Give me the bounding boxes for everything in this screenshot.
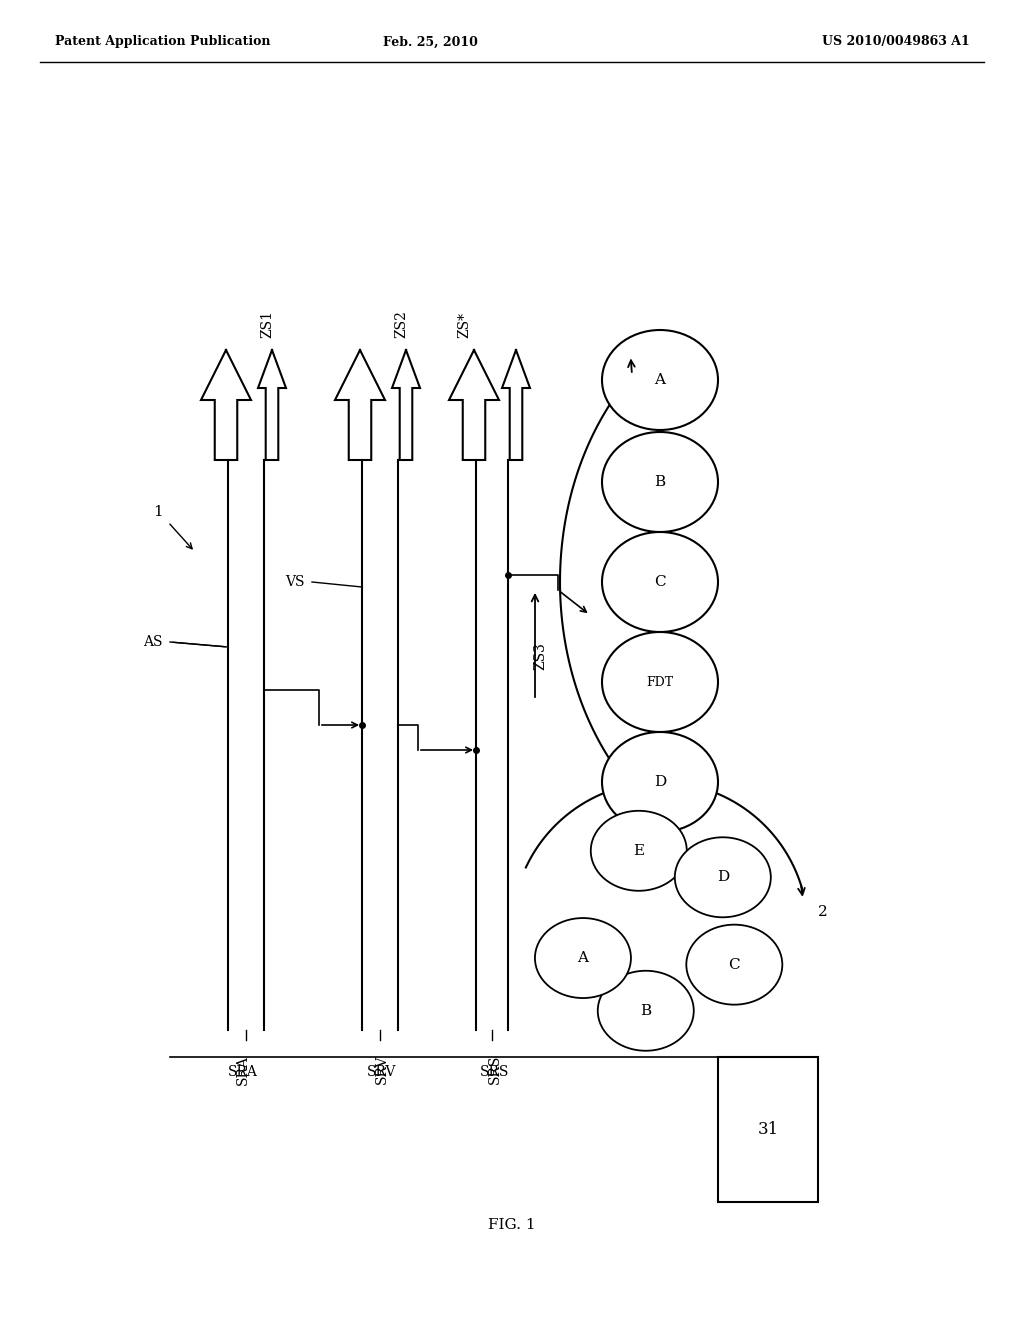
- Text: FDT: FDT: [646, 676, 674, 689]
- Text: VS: VS: [286, 576, 305, 589]
- Text: D: D: [654, 775, 667, 789]
- Text: ZS3: ZS3: [534, 642, 547, 671]
- Text: C: C: [654, 576, 666, 589]
- Ellipse shape: [602, 330, 718, 430]
- Text: C: C: [728, 957, 740, 972]
- Text: ZS*: ZS*: [457, 312, 471, 338]
- Text: SRA: SRA: [236, 1055, 250, 1085]
- Text: B: B: [640, 1003, 651, 1018]
- Text: ZS1: ZS1: [260, 310, 274, 338]
- Ellipse shape: [602, 432, 718, 532]
- Ellipse shape: [591, 810, 687, 891]
- Text: 31: 31: [758, 1121, 778, 1138]
- Text: US 2010/0049863 A1: US 2010/0049863 A1: [822, 36, 970, 49]
- Ellipse shape: [602, 733, 718, 832]
- Ellipse shape: [602, 532, 718, 632]
- Text: 1: 1: [154, 506, 163, 519]
- Text: A: A: [578, 950, 589, 965]
- Text: AS: AS: [143, 635, 163, 649]
- Text: ZS2: ZS2: [394, 310, 408, 338]
- Text: FIG. 1: FIG. 1: [488, 1218, 536, 1232]
- Ellipse shape: [686, 924, 782, 1005]
- Ellipse shape: [602, 632, 718, 733]
- Text: SRV: SRV: [375, 1055, 389, 1084]
- Text: SRV: SRV: [368, 1065, 396, 1078]
- Ellipse shape: [535, 917, 631, 998]
- Ellipse shape: [598, 970, 694, 1051]
- Text: Patent Application Publication: Patent Application Publication: [55, 36, 270, 49]
- Text: B: B: [654, 475, 666, 488]
- Text: SRS: SRS: [480, 1065, 510, 1078]
- Text: SRS: SRS: [488, 1055, 502, 1084]
- Text: Feb. 25, 2010: Feb. 25, 2010: [383, 36, 477, 49]
- Text: SRA: SRA: [228, 1065, 258, 1078]
- Text: A: A: [654, 374, 666, 387]
- FancyBboxPatch shape: [718, 1057, 818, 1203]
- Text: 2: 2: [818, 904, 827, 919]
- Text: E: E: [633, 843, 644, 858]
- Text: D: D: [717, 870, 729, 884]
- Ellipse shape: [675, 837, 771, 917]
